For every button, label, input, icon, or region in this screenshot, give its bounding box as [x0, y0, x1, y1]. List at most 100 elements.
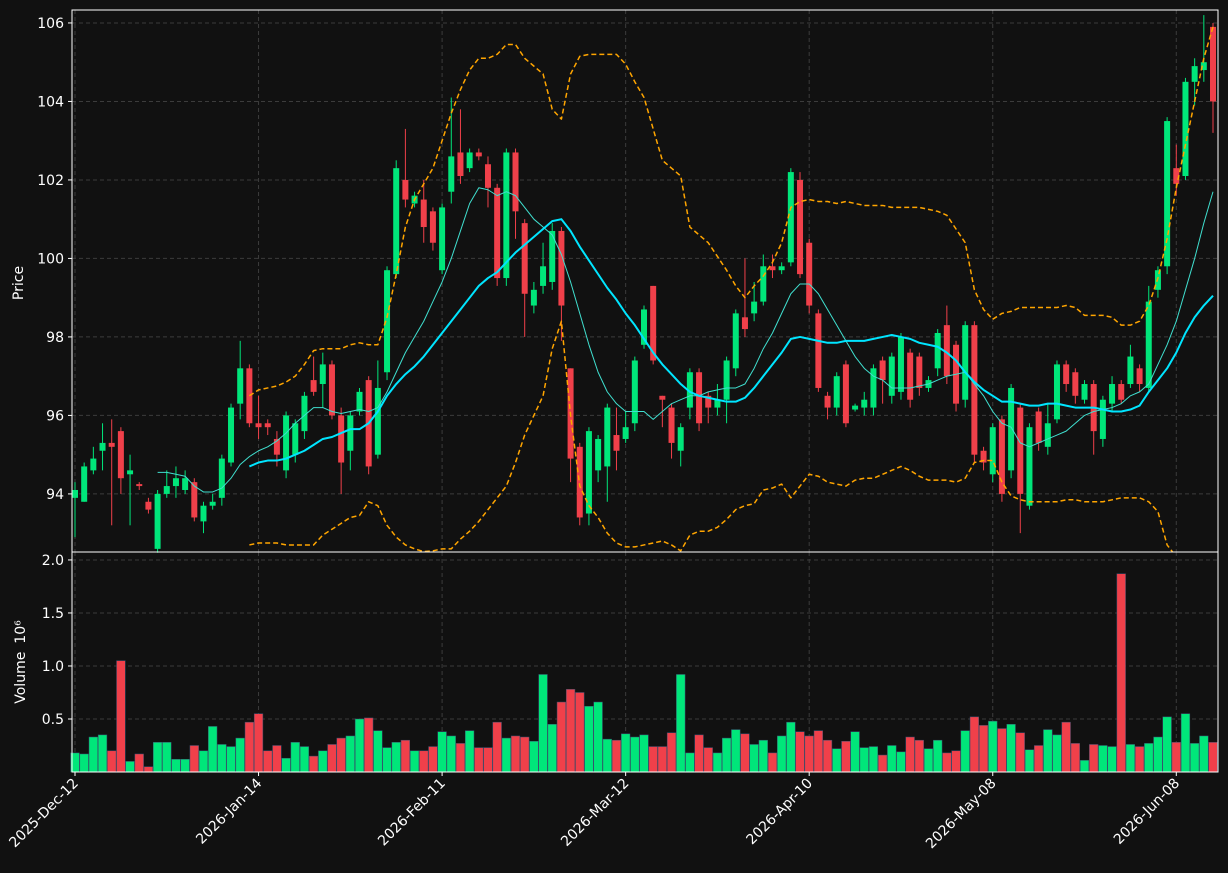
volume-bar [1171, 742, 1181, 773]
candle-body [503, 152, 510, 279]
candle-body [338, 415, 345, 463]
volume-bar [630, 736, 640, 773]
indicator-line [249, 320, 1174, 552]
candle-body [1099, 399, 1106, 439]
volume-bar [767, 752, 778, 773]
candle-body [1063, 364, 1070, 385]
candle-body [641, 309, 647, 345]
candle-body [585, 431, 592, 514]
y-tick-label: 1.0 [42, 659, 64, 675]
candle-body [319, 364, 326, 385]
candle-body [228, 407, 235, 463]
candle-body [163, 486, 170, 494]
candle-body [1109, 384, 1116, 404]
volume-bar [694, 734, 704, 773]
candle-body [998, 419, 1005, 494]
y-tick-label: 94 [46, 487, 64, 503]
candle-body [1072, 372, 1079, 396]
candle-body [402, 179, 409, 200]
y-tick-label: 98 [46, 330, 64, 346]
candle-body [1118, 384, 1125, 400]
volume-bar [1107, 746, 1117, 773]
volume-bar [832, 748, 842, 773]
candle-body [714, 399, 721, 408]
volume-bar [960, 730, 970, 773]
candle-body [90, 458, 97, 471]
volume-bar [510, 735, 521, 773]
volume-axis-label: Volume 10⁶ [13, 620, 29, 704]
candles [72, 15, 1216, 553]
candle-body [622, 427, 629, 439]
candle-body [806, 242, 813, 306]
volume-bar [235, 737, 245, 773]
volume-bar [657, 746, 667, 773]
candle-body [310, 380, 317, 392]
volume-bar [208, 726, 218, 773]
candle-body [705, 395, 712, 408]
candle-body [824, 395, 831, 408]
candle-body [448, 156, 455, 192]
candle-body [1210, 26, 1216, 102]
candle-body [200, 505, 207, 522]
volume-bar [382, 747, 392, 773]
volume-bar [1199, 735, 1209, 773]
volume-bar [978, 725, 989, 773]
candle-body [494, 187, 501, 279]
candle-body [980, 450, 987, 463]
candle-body [127, 470, 134, 475]
volume-bar [189, 745, 199, 773]
candle-body [1044, 423, 1051, 447]
volume-bar [354, 718, 365, 773]
candle-body [292, 423, 299, 455]
candle-body [787, 172, 794, 263]
candle-body [1035, 411, 1042, 443]
volume-bar [1079, 760, 1090, 773]
volume-bar [822, 739, 833, 773]
candle-body [1081, 384, 1088, 400]
candle-body [154, 493, 161, 549]
candle-body [1191, 66, 1198, 82]
candle-body [1017, 407, 1024, 494]
candle-body [833, 376, 840, 408]
y-axis-label: Price [11, 266, 27, 300]
y-tick-label: 96 [46, 408, 64, 424]
volume-bar [107, 750, 117, 773]
volume-bar [97, 734, 108, 773]
volume-bar [1098, 745, 1108, 773]
candle-body [1136, 368, 1143, 385]
volume-bar [1153, 736, 1163, 773]
candle-body [879, 360, 886, 381]
volume-bar [198, 750, 209, 773]
volume-bar [529, 741, 539, 773]
candle-body [907, 352, 914, 400]
candle-body [145, 501, 152, 510]
candle-body [439, 207, 446, 271]
volume-bar [666, 732, 677, 773]
candle-body [888, 356, 895, 396]
candle-body [797, 179, 804, 275]
volume-bar [1162, 716, 1172, 773]
volume-bar [639, 734, 649, 773]
y-tick-label: 102 [37, 173, 64, 189]
candle-body [521, 223, 528, 294]
candle-body [631, 360, 638, 424]
volume-bar [841, 741, 851, 773]
candle-body [815, 313, 822, 388]
volume-bar [1052, 734, 1062, 773]
y-tick-label: 1.5 [42, 606, 64, 622]
volume-bar [116, 660, 126, 773]
y-tick-label: 2.0 [42, 553, 64, 569]
volume-bar [676, 674, 686, 773]
candle-body [283, 415, 290, 471]
candle-body [971, 325, 978, 455]
volume-bar [180, 759, 190, 773]
volume-bar [409, 750, 420, 773]
candle-body [72, 489, 78, 498]
volume-bar [547, 724, 557, 773]
volume-bar [749, 744, 759, 773]
volume-bar [125, 761, 135, 773]
volume-bar [565, 689, 576, 773]
volume-bar [318, 750, 328, 773]
volume-bar [272, 745, 282, 773]
